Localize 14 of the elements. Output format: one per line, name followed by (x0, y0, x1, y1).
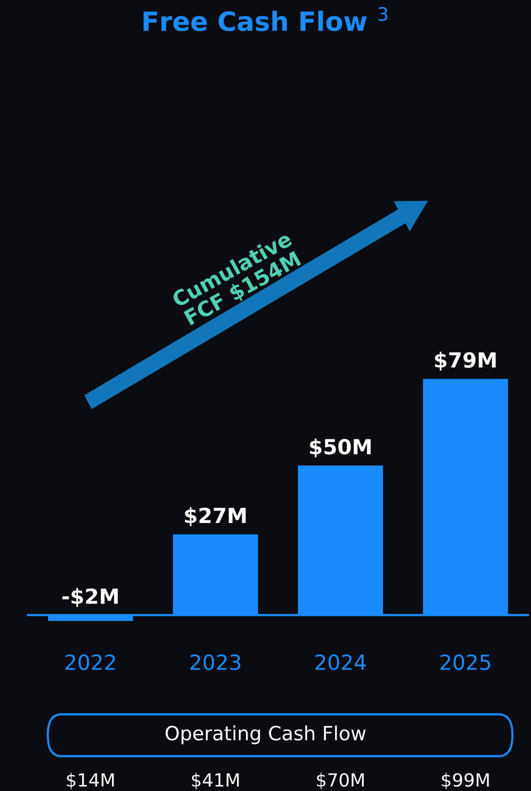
x-tick-label: 2025 (440, 654, 490, 670)
x-tick-label: 2022 (66, 654, 115, 670)
text: Operating Cash Flow (166, 725, 366, 744)
x-tick-label: 2023 (190, 654, 240, 670)
data-label: $79M (434, 352, 496, 371)
x-tick-label: 2024 (315, 654, 366, 670)
text: $41M (192, 772, 239, 790)
text: $70M (316, 772, 364, 790)
data-label: $50M (310, 438, 371, 458)
text: $14M (66, 772, 114, 790)
text: $99M (442, 772, 489, 790)
data-label: -$2M (62, 588, 118, 607)
data-label: $27M (185, 507, 246, 526)
chart-title: Free Cash Flow $^{3}$ (144, 7, 388, 32)
